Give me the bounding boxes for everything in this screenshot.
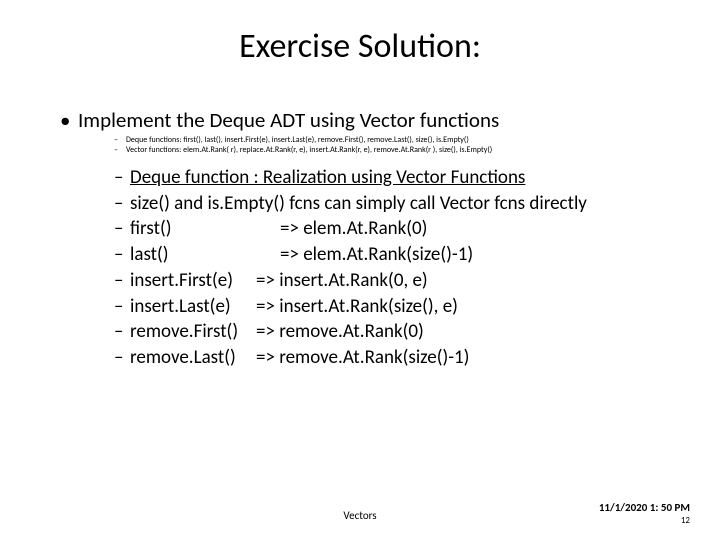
lvl2-item: insert.Last(e)=> insert.At.Rank(size(), … xyxy=(114,295,680,319)
map-rhs: => insert.At.Rank(0, e) xyxy=(256,269,428,292)
footer-date: 11/1/2020 1: 50 PM xyxy=(599,501,690,514)
map-lhs: last() xyxy=(130,243,280,267)
footer-page-number: 12 xyxy=(681,515,690,526)
bullet-list-lvl1: Implement the Deque ADT using Vector fun… xyxy=(40,107,680,370)
main-bullet-text: Implement the Deque ADT using Vector fun… xyxy=(78,107,499,133)
lvl2-item: remove.Last()=> remove.At.Rank(size()-1) xyxy=(114,346,680,370)
slide-title: Exercise Solution: xyxy=(40,26,680,67)
map-lhs: remove.First() xyxy=(130,320,256,344)
lvl2-item: size() and is.Empty() fcns can simply ca… xyxy=(114,192,680,216)
lvl2-item: insert.First(e)=> insert.At.Rank(0, e) xyxy=(114,269,680,293)
tiny-item: Deque functions: first(), last(), insert… xyxy=(114,135,680,145)
lvl2-item: last()=> elem.At.Rank(size()-1) xyxy=(114,243,680,267)
tiny-item: Vector functions: elem.At.Rank( r), repl… xyxy=(114,145,680,155)
tiny-sub-list: Deque functions: first(), last(), insert… xyxy=(78,135,680,156)
footer-right: 11/1/2020 1: 50 PM 12 xyxy=(599,502,690,526)
slide: Exercise Solution: Implement the Deque A… xyxy=(0,0,720,540)
lvl2-item: remove.First()=> remove.At.Rank(0) xyxy=(114,320,680,344)
map-lhs: remove.Last() xyxy=(130,346,256,370)
map-rhs: => remove.At.Rank(0) xyxy=(256,320,424,343)
map-rhs: => insert.At.Rank(size(), e) xyxy=(256,295,458,318)
map-lhs: insert.Last(e) xyxy=(130,295,256,319)
map-lhs: insert.First(e) xyxy=(130,269,256,293)
map-rhs: => elem.At.Rank(size()-1) xyxy=(280,243,473,266)
map-rhs: => remove.At.Rank(size()-1) xyxy=(256,346,469,369)
main-bullet: Implement the Deque ADT using Vector fun… xyxy=(60,107,680,370)
map-rhs: => elem.At.Rank(0) xyxy=(280,217,427,240)
bullet-list-lvl2: Deque function : Realization using Vecto… xyxy=(78,166,680,370)
lvl2-header-text: Deque function : Realization using Vecto… xyxy=(130,166,525,189)
lvl2-header: Deque function : Realization using Vecto… xyxy=(114,166,680,190)
map-lhs: first() xyxy=(130,217,280,241)
lvl2-item: first()=> elem.At.Rank(0) xyxy=(114,217,680,241)
